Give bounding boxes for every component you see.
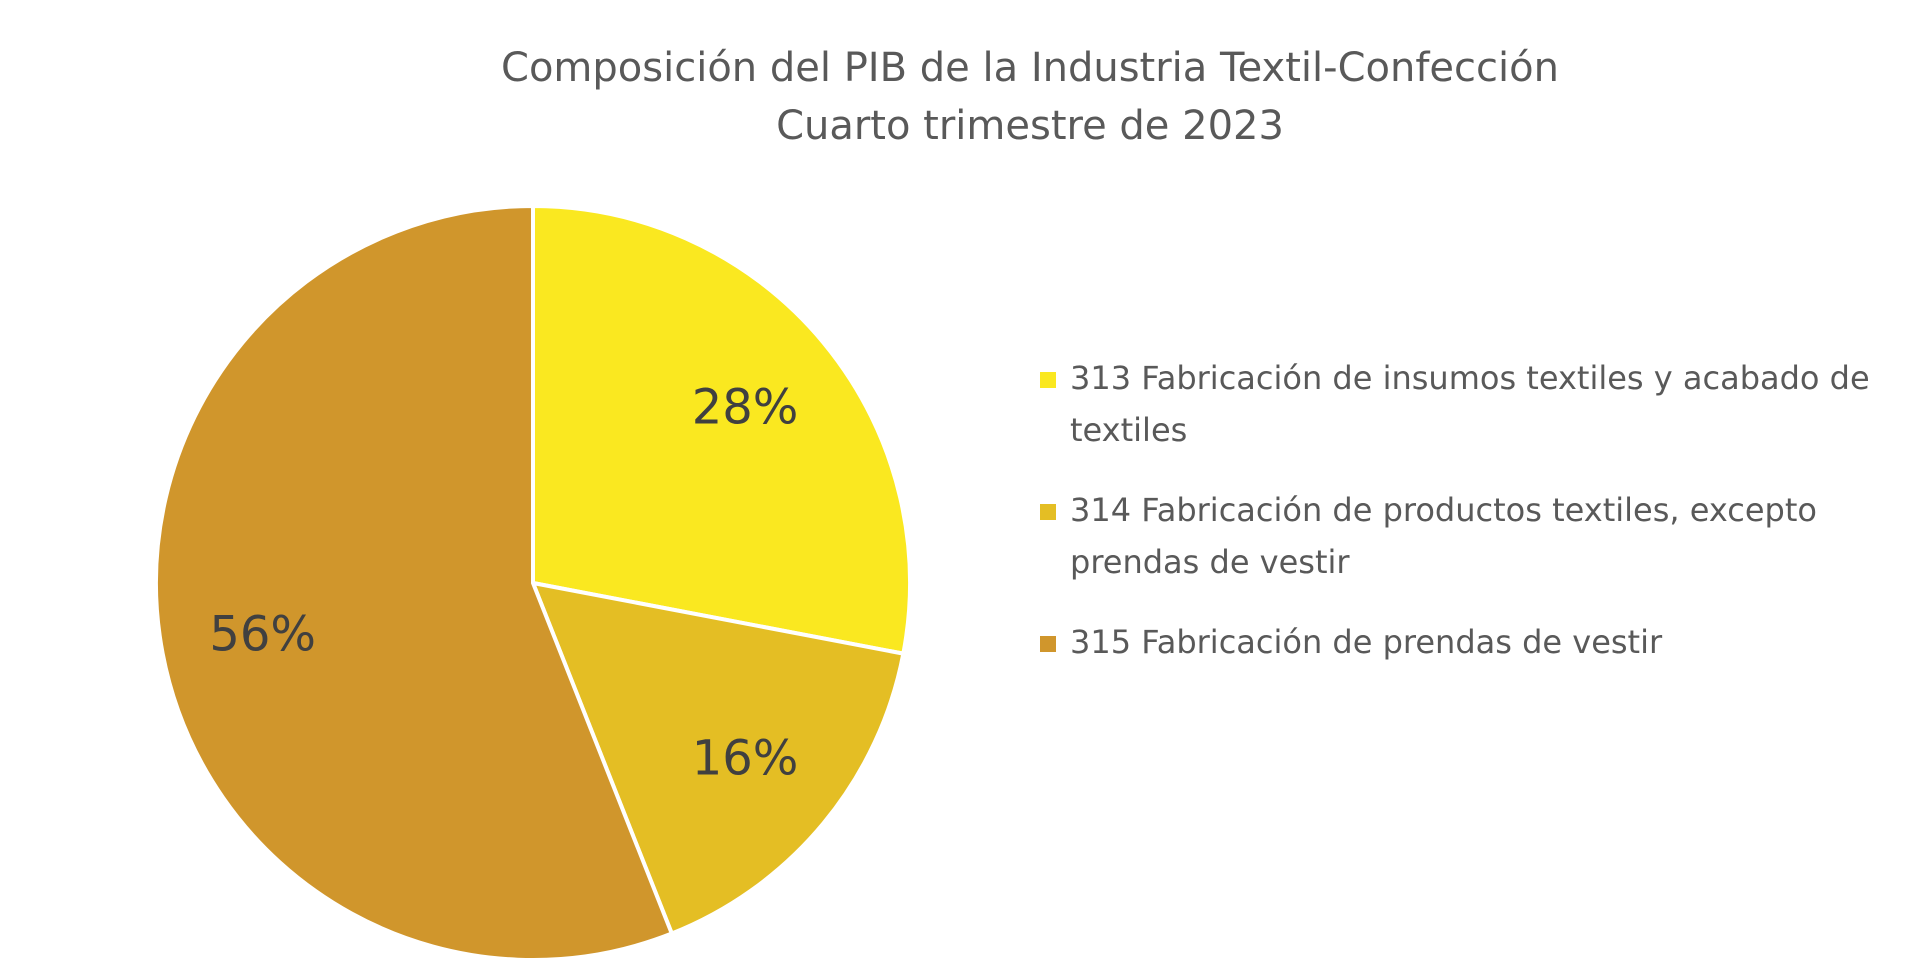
slice-data-label: 56%	[209, 607, 316, 663]
legend-label: 313 Fabricación de insumos textiles y ac…	[1070, 359, 1870, 449]
chart-subtitle: Cuarto trimestre de 2023	[776, 103, 1284, 149]
pie-slice	[531, 203, 912, 656]
legend-label: 315 Fabricación de prendas de vestir	[1070, 623, 1663, 661]
pie-slice	[154, 203, 675, 962]
slice-data-label: 28%	[692, 380, 799, 436]
legend: 313 Fabricación de insumos textiles y ac…	[1040, 352, 1900, 696]
legend-label: 314 Fabricación de productos textiles, e…	[1070, 491, 1817, 581]
legend-swatch	[1040, 372, 1056, 388]
pie-data-labels: 28% 16% 56%	[209, 380, 798, 787]
pie-slices	[154, 203, 912, 962]
legend-swatch	[1040, 636, 1056, 652]
slice-data-label: 16%	[692, 730, 799, 786]
chart-title: Composición del PIB de la Industria Text…	[501, 45, 1559, 91]
legend-item: 314 Fabricación de productos textiles, e…	[1040, 484, 1900, 588]
legend-item: 315 Fabricación de prendas de vestir	[1040, 616, 1900, 668]
pie-slice	[529, 580, 906, 937]
legend-item: 313 Fabricación de insumos textiles y ac…	[1040, 352, 1900, 456]
legend-swatch	[1040, 504, 1056, 520]
